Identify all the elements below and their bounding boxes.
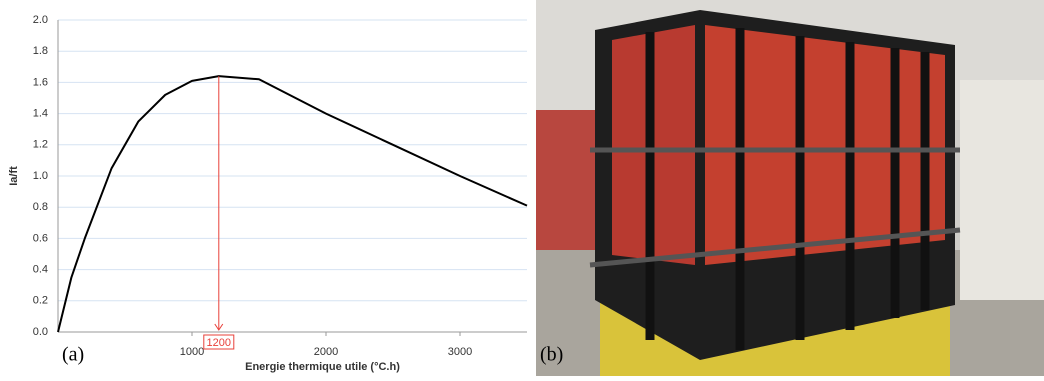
panel-label: (b) bbox=[540, 344, 563, 366]
panel-label: (a) bbox=[62, 344, 84, 366]
y-tick-label: 0.8 bbox=[33, 201, 48, 213]
y-tick-label: 0.6 bbox=[33, 232, 48, 244]
y-tick-label: 0.2 bbox=[33, 295, 48, 307]
y-tick-label: 2.0 bbox=[33, 14, 48, 26]
y-axis-label: Ia/ft bbox=[8, 166, 20, 186]
y-tick-label: 0.4 bbox=[33, 264, 48, 276]
y-tick-label: 1.0 bbox=[33, 170, 48, 182]
y-tick-label: 1.6 bbox=[33, 76, 48, 88]
x-tick-label: 2000 bbox=[314, 346, 338, 358]
x-tick-label: 1000 bbox=[180, 346, 204, 358]
y-tick-label: 1.4 bbox=[33, 108, 48, 120]
x-tick-label: 3000 bbox=[448, 346, 472, 358]
annotation-label: 1200 bbox=[207, 337, 231, 349]
x-axis-label: Energie thermique utile (°C.h) bbox=[245, 361, 400, 373]
wall bbox=[960, 80, 1044, 300]
y-tick-label: 0.0 bbox=[33, 326, 48, 338]
chart: 0.0 0.2 0.4 0.6 0.8 1.0 1.2 1.4 1.6 1.8 2.0 1000 200… bbox=[8, 14, 527, 373]
photo bbox=[536, 0, 1044, 376]
y-tick-label: 1.8 bbox=[33, 45, 48, 57]
line bbox=[58, 76, 527, 332]
y-tick-label: 1.2 bbox=[33, 139, 48, 151]
figure: 0.0 0.2 0.4 0.6 0.8 1.0 1.2 1.4 1.6 1.8 2.0 1000 200… bbox=[0, 0, 1044, 376]
